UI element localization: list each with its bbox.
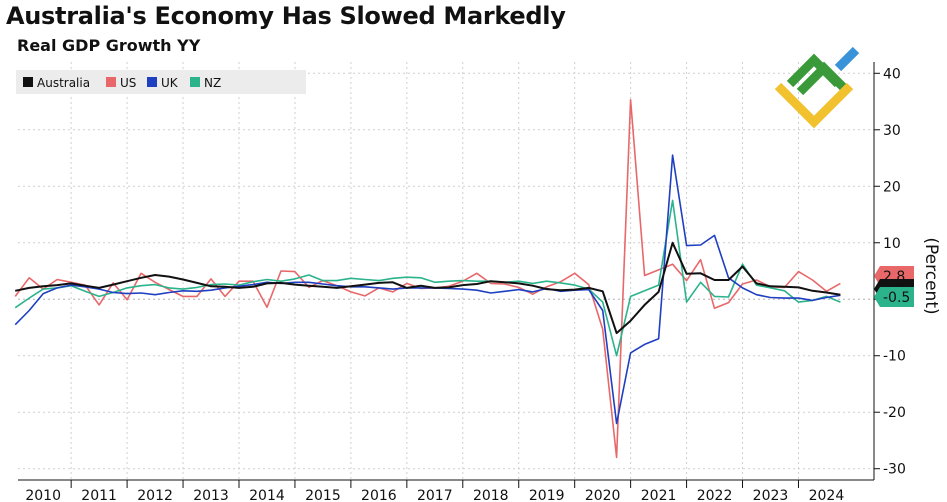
legend: Australia US UK NZ	[16, 70, 306, 94]
last-value-tags: 2.80.8-0.5	[874, 266, 914, 307]
y-tick-label: 30	[883, 123, 901, 139]
y-tick-label: 10	[883, 236, 901, 252]
series-line-australia	[14, 241, 841, 335]
legend-label-uk: UK	[161, 76, 179, 90]
x-tick-label: 2012	[137, 488, 173, 502]
x-tick-label: 2022	[697, 488, 733, 502]
legend-label-nz: NZ	[204, 76, 221, 90]
y-tick-label: -20	[883, 405, 906, 421]
legend-label-us: US	[120, 76, 136, 90]
tag-shape	[874, 287, 914, 307]
series-line-uk	[14, 154, 841, 425]
x-tick-label: 2011	[81, 488, 117, 502]
legend-swatch-nz	[190, 77, 200, 87]
legend-swatch-us	[106, 77, 116, 87]
series-lines	[14, 99, 841, 459]
x-tick-label: 2019	[529, 488, 565, 502]
x-tick-label: 2010	[25, 488, 61, 502]
legend-swatch-australia	[23, 77, 33, 87]
series-line-nz	[14, 199, 841, 357]
x-tick-label: 2020	[585, 488, 621, 502]
axes: 403020100-10-20-302010201120122013201420…	[18, 62, 906, 502]
x-tick-label: 2021	[641, 488, 677, 502]
tag-label: -0.5	[883, 290, 910, 306]
y-axis-label: (Percent)	[921, 237, 941, 314]
chart-subtitle: Real GDP Growth YY	[17, 36, 201, 55]
y-tick-label: -30	[883, 462, 906, 478]
x-tick-label: 2017	[417, 488, 453, 502]
chart-title: Australia's Economy Has Slowed Markedly	[6, 2, 566, 30]
x-tick-label: 2023	[753, 488, 789, 502]
y-tick-label: -10	[883, 349, 906, 365]
brand-logo-icon	[774, 46, 860, 129]
x-tick-label: 2014	[249, 488, 285, 502]
legend-label-australia: Australia	[37, 76, 90, 90]
x-tick-label: 2024	[809, 488, 845, 502]
x-tick-label: 2013	[193, 488, 229, 502]
x-tick-label: 2018	[473, 488, 509, 502]
y-tick-label: 20	[883, 179, 901, 195]
legend-swatch-uk	[147, 77, 157, 87]
x-tick-label: 2015	[305, 488, 341, 502]
legend-background	[16, 70, 306, 94]
y-tick-label: 40	[883, 66, 901, 82]
last-value-tag-nz: -0.5	[874, 287, 914, 307]
x-tick-label: 2016	[361, 488, 397, 502]
